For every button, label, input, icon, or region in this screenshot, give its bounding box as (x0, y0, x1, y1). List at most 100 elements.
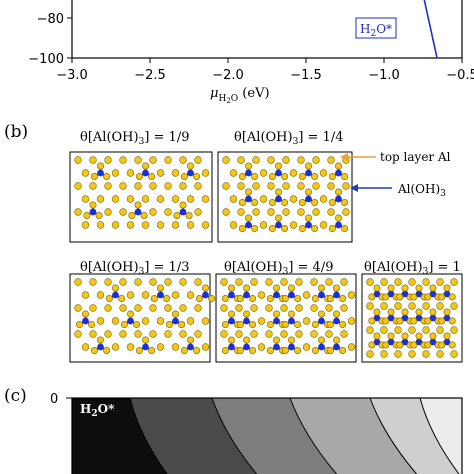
al-atom (394, 326, 402, 334)
al-atom (179, 156, 187, 164)
al-atom (249, 346, 257, 354)
al-atom (243, 310, 251, 318)
al-atom (287, 284, 295, 292)
panel-b-atoms (74, 156, 458, 358)
al-atom (332, 336, 340, 344)
al-atom (238, 199, 246, 207)
al-atom (267, 208, 275, 216)
al-atom (134, 304, 142, 312)
al-atom (81, 343, 90, 351)
al-atom (311, 294, 319, 302)
aloh3-center (387, 338, 395, 346)
al-atom (304, 188, 312, 196)
al-atom (302, 343, 311, 351)
al-atom (443, 332, 451, 340)
panel-a-x-axis-label: μH2O (eV) (210, 86, 270, 105)
al-atom (222, 182, 230, 190)
al-atom (250, 304, 258, 312)
al-atom (104, 330, 112, 338)
al-atom (328, 199, 336, 207)
aloh3-center (335, 195, 342, 203)
al-atom (164, 330, 172, 338)
al-atom (282, 208, 290, 216)
panel-b1-frame (69, 151, 213, 243)
al-atom (237, 208, 245, 216)
al-atom (422, 326, 430, 334)
al-atom (280, 278, 288, 286)
panel-b4-frame (215, 273, 357, 363)
aloh3-center (429, 338, 437, 346)
al-atom (252, 156, 260, 164)
al-atom (148, 346, 156, 354)
al-atom (382, 293, 390, 301)
al-atom (111, 169, 120, 177)
x-label-sub-2: 2 (226, 97, 230, 105)
panel-a-x-tick-label: −1.5 (290, 68, 322, 83)
al-atom (194, 182, 202, 190)
al-atom (347, 291, 356, 299)
al-atom (220, 304, 228, 312)
al-atom (266, 294, 274, 302)
aloh3-center (97, 343, 104, 351)
al-atom (238, 173, 246, 181)
al-atom (380, 302, 388, 310)
top-layer-annotation: top layer Al (340, 150, 451, 164)
aloh3-center (318, 343, 325, 351)
al-atom (298, 173, 306, 181)
al-atom (410, 293, 418, 301)
al-atom (96, 291, 105, 299)
al-atom (415, 308, 423, 316)
al-atom (373, 332, 381, 340)
panel-a: −3.0 −2.5 −2.0 −1.5 −1.0 −0.5 −80−100 H2O* μH… (28, 0, 474, 105)
al-atom (339, 320, 347, 328)
al-atom (235, 278, 243, 286)
al-atom (89, 156, 97, 164)
al-atom (265, 278, 273, 286)
panel-c-letter: (c) (4, 386, 27, 406)
x-label-sub-h: H (218, 94, 226, 104)
al-atom (89, 304, 97, 312)
al-atom (142, 336, 150, 344)
aloh3-center (415, 338, 423, 346)
al-atom (81, 195, 90, 203)
al-atom (163, 294, 171, 302)
al-atom (156, 169, 165, 177)
al-atom (141, 195, 150, 203)
al-atom (96, 195, 105, 203)
aloh3-center (245, 195, 252, 203)
al-atom (194, 330, 202, 338)
aloh3-center (429, 314, 437, 322)
al-atom (281, 225, 289, 233)
al-atom (187, 336, 195, 344)
al-atom (193, 346, 201, 354)
al-atom (289, 169, 298, 177)
panel-b3-frame (69, 273, 211, 363)
al-atom (311, 225, 319, 233)
al-atom (297, 208, 305, 216)
al-atom (267, 182, 275, 190)
panel-c: (c) 0 H2O* (4, 386, 463, 474)
al-atom (436, 302, 444, 310)
al-atom (380, 350, 388, 358)
panel-b3-title: θ[Al(OH)3] = 1/3 (80, 260, 189, 277)
al-atom (194, 156, 202, 164)
al-atom (104, 182, 112, 190)
al-atom (267, 156, 275, 164)
al-atom (149, 330, 157, 338)
aloh3-center (142, 343, 149, 351)
al-atom (103, 173, 111, 181)
al-atom (443, 308, 451, 316)
al-atom (410, 341, 418, 349)
al-atom (249, 294, 257, 302)
al-atom (298, 199, 306, 207)
x-label-unit: (eV) (238, 86, 269, 101)
al-atom (274, 162, 282, 170)
aloh3-center (443, 314, 451, 322)
series-label-h2o: H (360, 22, 370, 36)
al-atom (268, 225, 276, 233)
aloh3-center (172, 317, 179, 325)
al-atom (126, 169, 135, 177)
al-atom (265, 330, 273, 338)
al-atom (250, 278, 258, 286)
